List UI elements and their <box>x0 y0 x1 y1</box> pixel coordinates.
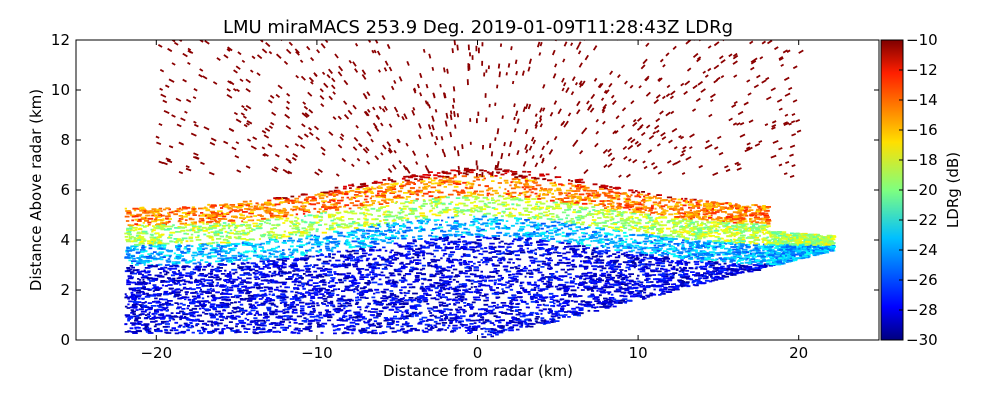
ldr-cells <box>635 190 638 192</box>
ldr-cells <box>173 238 768 332</box>
ldr-cells <box>281 186 339 199</box>
ldr-cells <box>426 169 470 179</box>
ldr-cells <box>423 176 428 179</box>
ldr-cells <box>160 182 652 222</box>
x-axis-ticks: −20 −10 0 10 20 <box>140 40 808 362</box>
ldr-field <box>124 40 837 338</box>
colorbar-tick-label: −18 <box>906 151 938 169</box>
ldr-cells <box>351 183 354 186</box>
colorbar-tick-label: −20 <box>906 181 938 199</box>
y-tick-label: 0 <box>60 331 70 349</box>
ldr-cells <box>539 174 546 177</box>
ldr-cells <box>211 225 804 260</box>
ldr-cells <box>604 187 608 190</box>
ldr-cells <box>511 171 518 173</box>
colorbar-tick-label: −22 <box>906 211 938 229</box>
ldr-cells <box>129 228 795 253</box>
y-tick-label: 6 <box>60 181 70 199</box>
ldr-cells <box>669 208 674 210</box>
ldr-cells <box>462 167 469 175</box>
ldr-cells <box>496 171 501 174</box>
ldr-cells <box>356 172 515 189</box>
ldr-cells <box>157 236 734 334</box>
colorbar-label: LDRg (dB) <box>944 152 962 228</box>
colorbar-tick-label: −14 <box>906 91 938 109</box>
x-tick-label: −10 <box>301 344 333 362</box>
colorbar-tick-label: −16 <box>906 121 938 139</box>
y-tick-label: 2 <box>60 281 70 299</box>
colorbar-tick-label: −10 <box>906 31 938 49</box>
chart-title: LMU miraMACS 253.9 Deg. 2019-01-09T11:28… <box>223 17 733 38</box>
ldr-cells <box>445 175 450 178</box>
ldr-cells <box>136 209 715 234</box>
plot-frame <box>75 39 880 341</box>
ldr-cells <box>144 188 762 220</box>
ldr-cells <box>479 169 519 179</box>
ldr-cells <box>450 169 458 172</box>
ldr-cells <box>506 170 510 173</box>
ldr-cells <box>265 188 729 220</box>
ldr-cells <box>357 185 364 188</box>
y-tick-label: 8 <box>60 131 70 149</box>
ldr-cells <box>522 175 571 182</box>
ldr-cells <box>247 179 767 222</box>
colorbar-tick-label: −30 <box>906 331 938 349</box>
ldr-cells <box>193 179 701 224</box>
x-tick-label: 10 <box>629 344 648 362</box>
ldr-cells <box>601 191 606 194</box>
ldr-cells <box>126 188 513 215</box>
ldr-cells <box>420 176 425 178</box>
ldr-cells <box>245 190 765 215</box>
ldr-cells <box>504 172 508 175</box>
ldr-sparse-streaks <box>155 40 804 178</box>
x-tick-label: −20 <box>140 344 172 362</box>
colorbar-tick-label: −26 <box>906 271 938 289</box>
ldr-cells <box>141 228 802 244</box>
ldr-cells <box>127 242 730 333</box>
ldr-cells <box>323 191 329 194</box>
ldr-cells <box>129 205 833 241</box>
ldr-cells <box>466 170 470 173</box>
y-tick-label: 10 <box>51 81 70 99</box>
ldr-cells <box>149 212 779 244</box>
ldr-cells <box>133 245 738 332</box>
colorbar-tick-label: −12 <box>906 61 938 79</box>
colorbar-tick-label: −24 <box>906 241 938 259</box>
ldr-cells <box>603 204 606 207</box>
y-tick-label: 4 <box>60 231 70 249</box>
ldr-cells <box>748 227 830 245</box>
ldr-cells <box>409 175 412 178</box>
ldr-cells <box>136 231 804 259</box>
colorbar-ticks: −30 −28 −26 −24 −22 −20 −18 −16 −14 −12 −10 <box>899 31 938 349</box>
x-axis-label: Distance from radar (km) <box>383 362 573 380</box>
ldr-cells <box>722 225 725 227</box>
ldr-cells <box>602 185 609 187</box>
colorbar-tick-label: −28 <box>906 301 938 319</box>
ldr-cells <box>361 183 366 186</box>
y-axis-ticks: 0 2 4 6 8 10 12 <box>51 31 879 349</box>
x-tick-label: 0 <box>473 344 483 362</box>
x-tick-label: 20 <box>789 344 808 362</box>
ldr-cells <box>469 169 476 171</box>
ldr-cells <box>411 175 416 178</box>
ldr-cells <box>324 206 327 209</box>
ldr-cells <box>124 238 663 330</box>
ldr-cells <box>679 208 682 211</box>
ldr-cells <box>522 170 527 173</box>
y-axis-label: Distance Above radar (km) <box>27 89 45 291</box>
ldr-cells <box>343 171 474 188</box>
ldr-cells <box>403 175 407 178</box>
y-tick-label: 12 <box>51 31 70 49</box>
